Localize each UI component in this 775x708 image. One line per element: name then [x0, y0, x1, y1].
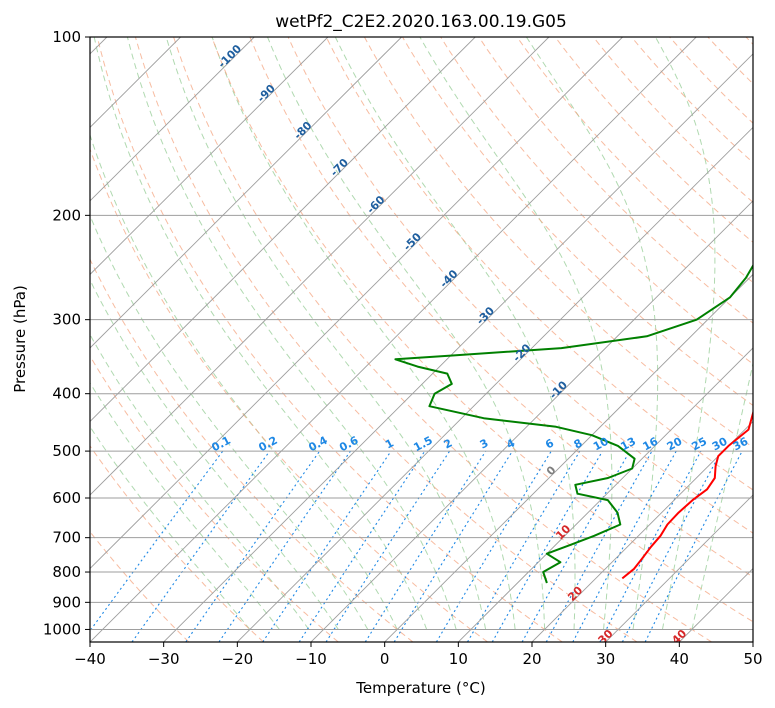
- moist-adiabat-line: [165, 37, 487, 630]
- isotherm-line: [310, 200, 753, 642]
- isotherm-line: [531, 420, 753, 642]
- mixing-ratio-line: [298, 450, 426, 642]
- mixing-ratio-line: [90, 450, 224, 632]
- moist-adiabat-line: [90, 214, 369, 630]
- moist-adiabat-line: [126, 37, 457, 630]
- isotherm-line: [384, 273, 753, 642]
- x-tick-label: 20: [522, 650, 541, 668]
- y-tick-label: 200: [52, 206, 81, 224]
- y-tick-label: 100: [52, 28, 81, 46]
- profile-line: [621, 409, 753, 580]
- moist-adiabat-line: [90, 425, 251, 630]
- mixing-ratio-label: 16: [641, 435, 661, 454]
- mixing-ratio-line: [572, 450, 677, 642]
- x-tick-label: 40: [670, 650, 689, 668]
- mixing-ratio-line: [325, 450, 451, 642]
- mixing-ratio-label: 25: [689, 435, 709, 454]
- moist-adiabat-line: [654, 37, 716, 630]
- mixing-ratio-line: [521, 450, 631, 642]
- moist-adiabats: [90, 37, 753, 630]
- x-tick-label: 10: [449, 650, 468, 668]
- isotherm-line: [605, 494, 753, 642]
- dry-adiabat-line: [325, 37, 753, 491]
- x-tick-label: 30: [596, 650, 615, 668]
- x-tick-label: −20: [222, 650, 254, 668]
- moist-adiabat-line: [90, 278, 339, 630]
- y-tick-label: 900: [52, 593, 81, 611]
- isotherm-line: [90, 37, 476, 423]
- mixing-ratio-line: [185, 450, 321, 642]
- isobars: [90, 37, 753, 630]
- y-tick-label: 300: [52, 311, 81, 329]
- isotherm-line: [90, 37, 550, 496]
- isotherm-line: [90, 37, 329, 276]
- dry-adiabat-line: [90, 445, 264, 642]
- isotherm-line: [90, 37, 255, 202]
- x-tick-label: −10: [295, 650, 327, 668]
- moist-adiabat-line: [211, 37, 516, 630]
- isotherm-line: [458, 347, 753, 642]
- dry-adiabat-line: [134, 37, 638, 642]
- mixing-ratio-lines: [90, 450, 743, 642]
- mixing-ratio-line: [621, 450, 722, 642]
- dry-adiabat-line: [173, 37, 712, 642]
- mixing-ratio-label: 36: [731, 435, 751, 454]
- isotherm-line: [163, 53, 753, 642]
- isotherm-line: [90, 37, 697, 642]
- x-tick-label: 50: [743, 650, 762, 668]
- dry-adiabat-line: [516, 37, 753, 284]
- dry-adiabat-line: [96, 37, 563, 642]
- dry-adiabats: [90, 37, 753, 642]
- profiles: [394, 263, 753, 584]
- moist-adiabat-line: [267, 37, 546, 630]
- moist-adiabat-line: [90, 133, 398, 630]
- x-axis-label: Temperature (°C): [355, 679, 485, 697]
- moist-adiabat-line: [525, 37, 659, 630]
- moist-adiabat-line: [90, 381, 280, 630]
- mixing-ratio-line: [467, 450, 581, 642]
- y-tick-label: 700: [52, 529, 81, 547]
- mixing-ratio-label: 20: [665, 435, 685, 454]
- isotherm-line: [90, 37, 402, 349]
- dry-adiabat-line: [249, 37, 753, 578]
- isotherm-line: [237, 126, 753, 642]
- mixing-ratio-label: 13: [618, 435, 638, 454]
- dry-adiabat-line: [211, 37, 753, 623]
- dry-adiabat-line: [90, 258, 414, 642]
- chart-title: wetPf2_C2E2.2020.163.00.19.G05: [275, 12, 567, 32]
- y-tick-label: 800: [52, 563, 81, 581]
- profile-line: [394, 263, 753, 584]
- mixing-ratio-line: [545, 450, 653, 642]
- x-tick-label: 0: [380, 650, 390, 668]
- mixing-ratio-label: 10: [591, 435, 611, 454]
- mixing-ratio-line: [644, 450, 743, 642]
- y-tick-label: 1000: [43, 620, 81, 638]
- moist-adiabat-line: [93, 37, 428, 630]
- mixing-ratio-line: [435, 450, 552, 642]
- mixing-ratio-line: [393, 450, 513, 642]
- moist-adiabat-line: [691, 361, 753, 630]
- y-axis-label: Pressure (hPa): [11, 285, 29, 393]
- x-tick-label: −30: [148, 650, 180, 668]
- plot-frame: [89, 36, 754, 643]
- mixing-ratio-label: 30: [710, 435, 730, 454]
- x-axis-ticks: −40 −30 −20 −10 0 10 20 30 40 50: [74, 642, 763, 668]
- isotherm-line: [90, 37, 623, 570]
- y-tick-label: 500: [52, 442, 81, 460]
- y-tick-label: 400: [52, 385, 81, 403]
- isotherms: [90, 37, 753, 642]
- y-axis-ticks: 100 200 300 400 500 600 700 800 900 1000: [43, 28, 90, 638]
- dry-adiabat-line: [287, 37, 753, 534]
- y-tick-label: 600: [52, 489, 81, 507]
- x-tick-label: −40: [74, 650, 106, 668]
- mixing-ratio-line: [599, 450, 702, 642]
